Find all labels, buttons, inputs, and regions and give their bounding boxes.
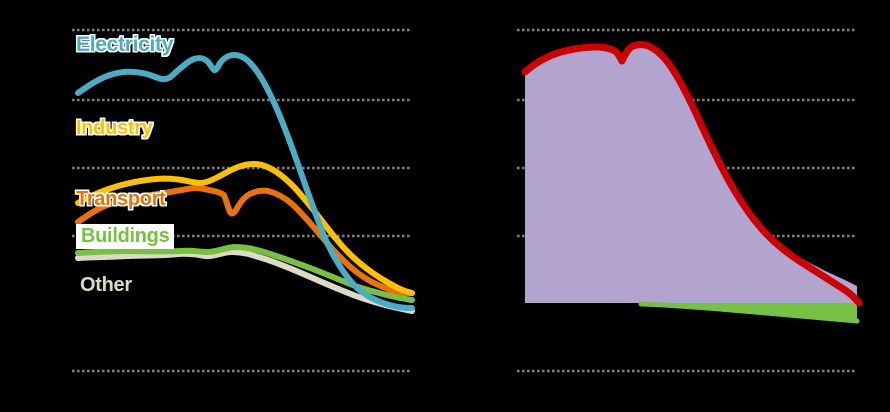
series-label-buildings: Buildings [76,224,175,249]
series-line-buildings [75,244,415,303]
series-label-other: Other [80,274,132,296]
series-label-transport: Transport [76,188,166,210]
net-emissions-chart [517,28,863,373]
series-line-other [75,249,415,314]
beccs-dacs-line [638,301,860,324]
series-line-electricity [75,52,415,311]
series-label-industry: Industry [76,117,153,139]
series-label-electricity: Electricity [76,33,174,56]
sector-emissions-chart [72,28,415,373]
panel-sector-emissions: Electricity Industry Transport Buildings… [72,28,415,373]
series-line-industry [75,160,415,296]
panel-net-emissions: Net emissions Gross emissions BECCS and … [445,0,890,412]
series-line-transport [75,185,415,296]
net-emissions-line [521,41,863,307]
gross-emissions-area [525,44,857,304]
beccs-dacs-area [641,303,857,320]
